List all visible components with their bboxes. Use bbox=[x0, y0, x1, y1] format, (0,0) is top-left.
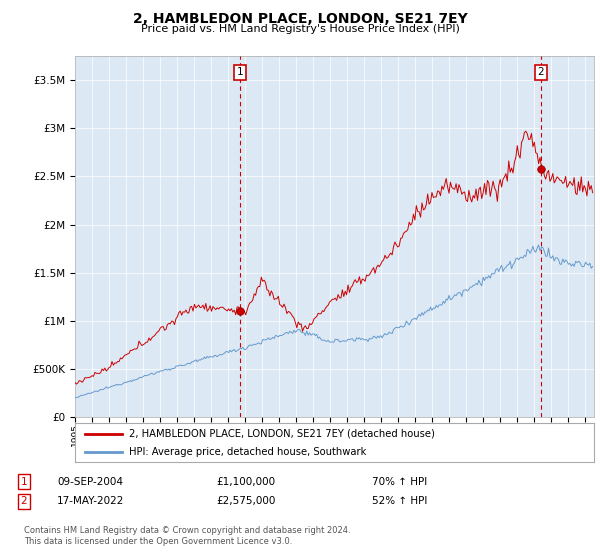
Text: 2: 2 bbox=[538, 67, 544, 77]
Text: 2: 2 bbox=[20, 496, 28, 506]
Text: Price paid vs. HM Land Registry's House Price Index (HPI): Price paid vs. HM Land Registry's House … bbox=[140, 24, 460, 34]
Text: 1: 1 bbox=[236, 67, 243, 77]
Text: 52% ↑ HPI: 52% ↑ HPI bbox=[372, 496, 427, 506]
Text: HPI: Average price, detached house, Southwark: HPI: Average price, detached house, Sout… bbox=[130, 447, 367, 457]
Text: 70% ↑ HPI: 70% ↑ HPI bbox=[372, 477, 427, 487]
Text: 09-SEP-2004: 09-SEP-2004 bbox=[57, 477, 123, 487]
Text: 1: 1 bbox=[20, 477, 28, 487]
Text: £1,100,000: £1,100,000 bbox=[216, 477, 275, 487]
Text: £2,575,000: £2,575,000 bbox=[216, 496, 275, 506]
Text: 2, HAMBLEDON PLACE, LONDON, SE21 7EY (detached house): 2, HAMBLEDON PLACE, LONDON, SE21 7EY (de… bbox=[130, 429, 436, 439]
Text: 2, HAMBLEDON PLACE, LONDON, SE21 7EY: 2, HAMBLEDON PLACE, LONDON, SE21 7EY bbox=[133, 12, 467, 26]
Text: Contains HM Land Registry data © Crown copyright and database right 2024.
This d: Contains HM Land Registry data © Crown c… bbox=[24, 526, 350, 546]
Text: 17-MAY-2022: 17-MAY-2022 bbox=[57, 496, 124, 506]
